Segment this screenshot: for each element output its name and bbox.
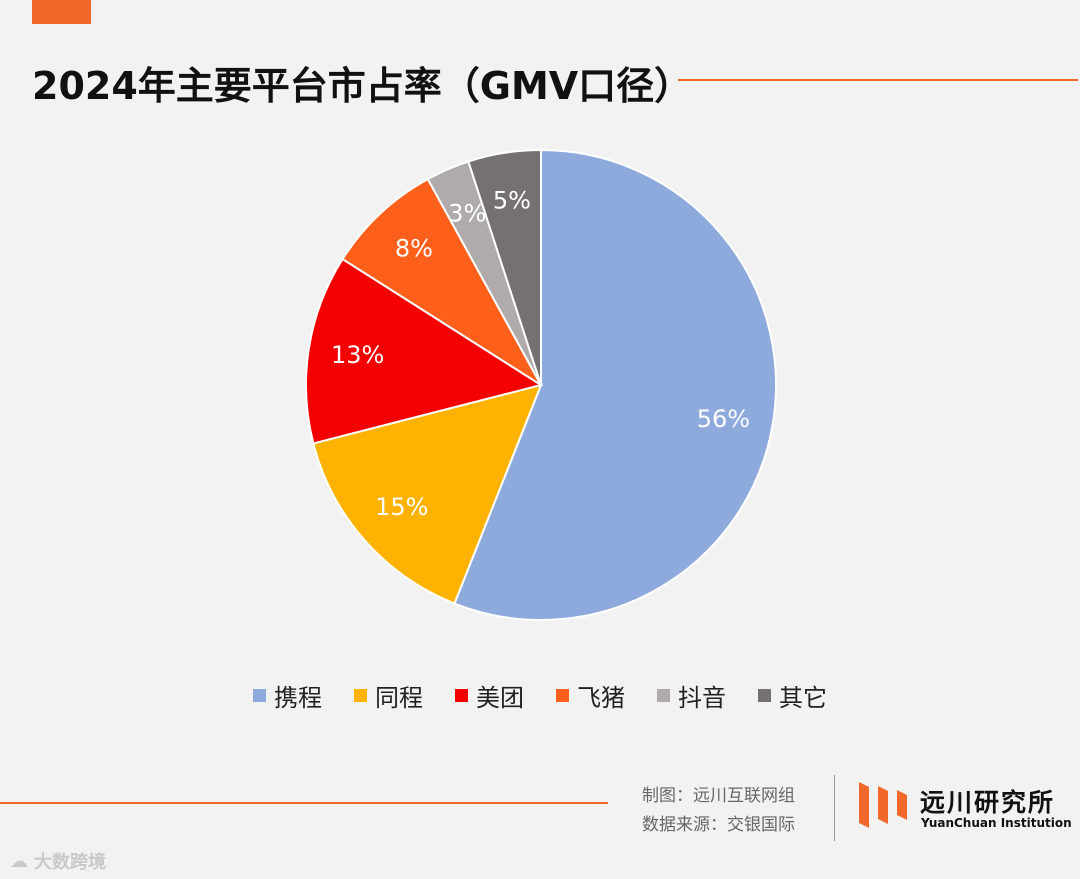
legend-swatch xyxy=(455,689,468,702)
pie-label-meituan: 13% xyxy=(331,341,384,369)
footer-divider xyxy=(834,775,835,841)
footer-accent-line xyxy=(0,802,608,804)
legend-label: 美团 xyxy=(476,684,524,712)
legend-swatch xyxy=(657,689,670,702)
watermark: ☁ 大数跨境 xyxy=(10,848,106,874)
institution-name: 远川研究所 xyxy=(920,788,1056,817)
pie-label-tongcheng: 15% xyxy=(375,493,428,521)
legend-item-fliggy: 飞猪 xyxy=(556,678,625,713)
watermark-text: 大数跨境 xyxy=(34,852,106,873)
legend-swatch xyxy=(556,689,569,702)
watermark-logo-icon: ☁ xyxy=(10,850,28,872)
pie-chart: 56% 15% 13% 8% 3% 5% xyxy=(305,148,778,621)
legend-label: 飞猪 xyxy=(577,684,625,712)
pie-slice-meituan xyxy=(305,257,544,445)
chart-legend: 携程 同程 美团 飞猪 抖音 其它 xyxy=(0,678,1080,713)
pie-label-fliggy: 8% xyxy=(395,235,433,263)
pie-slice-others xyxy=(467,148,542,386)
legend-item-douyin: 抖音 xyxy=(657,678,726,713)
institution-name-en: YuanChuan Institution xyxy=(921,816,1072,830)
legend-item-ctrip: 携程 xyxy=(253,678,322,713)
chart-title: 2024年主要平台市占率（GMV口径） xyxy=(32,64,693,108)
legend-item-tongcheng: 同程 xyxy=(354,678,423,713)
pie-label-douyin: 3% xyxy=(448,200,486,228)
legend-item-others: 其它 xyxy=(758,678,827,713)
legend-swatch xyxy=(253,689,266,702)
pie-slice-fliggy xyxy=(341,177,542,386)
legend-label: 抖音 xyxy=(678,684,726,712)
data-source: 数据来源：交银国际 xyxy=(642,815,795,835)
chart-credit: 制图：远川互联网组 xyxy=(642,786,795,806)
pie-label-ctrip: 56% xyxy=(697,405,750,433)
legend-swatch xyxy=(354,689,367,702)
title-accent-line xyxy=(678,79,1078,81)
legend-label: 携程 xyxy=(274,684,322,712)
legend-item-meituan: 美团 xyxy=(455,678,524,713)
pie-slice-tongcheng xyxy=(312,383,543,605)
legend-label: 同程 xyxy=(375,684,423,712)
pie-label-others: 5% xyxy=(493,187,531,215)
top-accent-tab xyxy=(32,0,91,24)
legend-swatch xyxy=(758,689,771,702)
institution-logo-icon xyxy=(859,782,907,828)
legend-label: 其它 xyxy=(779,684,827,712)
pie-slice-ctrip xyxy=(453,148,778,621)
